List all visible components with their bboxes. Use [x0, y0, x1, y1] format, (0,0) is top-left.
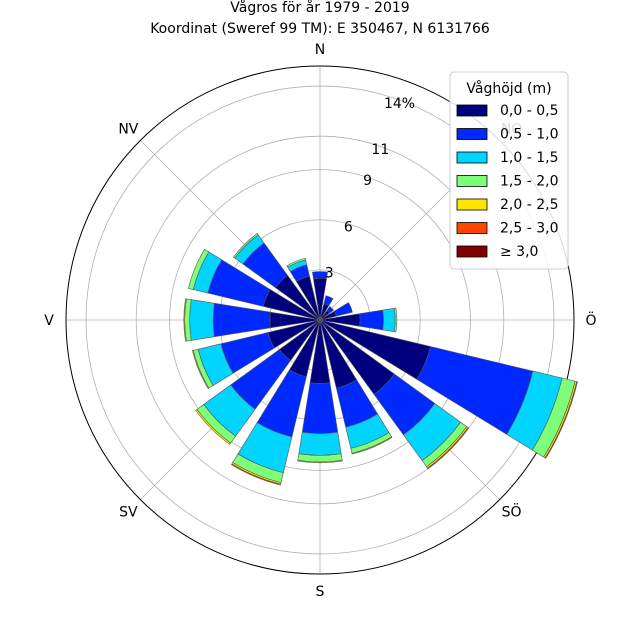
chart-subtitle: Koordinat (Sweref 99 TM): E 350467, N 61… — [150, 21, 490, 37]
bar-segment — [212, 302, 271, 338]
bar-segment — [230, 463, 281, 486]
legend-swatch — [456, 104, 488, 117]
radial-tick-label: 14% — [384, 96, 415, 112]
legend-entry-label: ≥ 3,0 — [500, 244, 538, 260]
bar-segment — [286, 257, 306, 268]
legend-swatch — [456, 245, 488, 258]
bar-segment — [323, 295, 334, 307]
direction-label: V — [44, 313, 54, 329]
radial-tick-label: 9 — [363, 173, 372, 189]
direction-label: NV — [118, 121, 138, 137]
bar-segment — [393, 307, 398, 333]
bar-segment — [333, 302, 353, 317]
bar-segment — [312, 271, 328, 280]
bar-segment — [427, 427, 470, 470]
direction-label: S — [316, 584, 325, 600]
legend-entry-label: 2,0 - 2,5 — [500, 197, 558, 213]
outer-frame — [65, 65, 575, 575]
direction-label: SV — [119, 505, 138, 521]
legend-swatch — [456, 175, 488, 187]
bar-segment — [195, 408, 232, 445]
legend-swatch — [456, 222, 488, 234]
radial-tick-label: 3 — [325, 266, 334, 282]
direction-label: SÖ — [502, 503, 522, 521]
chart-title: Vågros för år 1979 - 2019 — [230, 0, 409, 16]
legend-title: Våghöjd (m) — [466, 80, 551, 97]
legend-box — [449, 71, 569, 270]
bar-segment — [188, 248, 210, 290]
sector-bars — [183, 233, 578, 486]
legend-entry-label: 2,5 - 3,0 — [500, 221, 558, 237]
legend-entry-label: 0,5 - 1,0 — [500, 127, 558, 143]
bar-segment — [192, 350, 210, 389]
bar-segment — [301, 382, 339, 434]
bar-segment — [233, 233, 259, 259]
direction-label: N — [315, 42, 325, 58]
radial-tick-label: 6 — [344, 219, 353, 235]
legend-swatch — [456, 198, 488, 211]
legend-entry-label: 1,0 - 1,5 — [500, 150, 558, 166]
legend-entry-label: 0,0 - 0,5 — [500, 103, 558, 119]
legend-entry-label: 1,5 - 2,0 — [500, 174, 558, 190]
bar-segment — [351, 436, 393, 455]
bar-segment — [189, 299, 215, 341]
legend-swatch — [456, 128, 488, 140]
bar-segment — [382, 307, 396, 333]
bar-segment — [326, 306, 334, 314]
bar-segment — [359, 309, 384, 331]
bar-segment — [297, 459, 343, 464]
legend: Våghöjd (m) 0,0 - 0,5 0,5 - 1,0 1,0 - 1,5 1,… — [449, 71, 569, 270]
bar-segment — [298, 431, 342, 456]
radial-tick-label: 11 — [371, 142, 389, 158]
bar-segment — [183, 298, 187, 342]
direction-label: Ö — [585, 311, 596, 329]
legend-swatch — [456, 151, 488, 164]
bar-segment — [544, 381, 578, 459]
